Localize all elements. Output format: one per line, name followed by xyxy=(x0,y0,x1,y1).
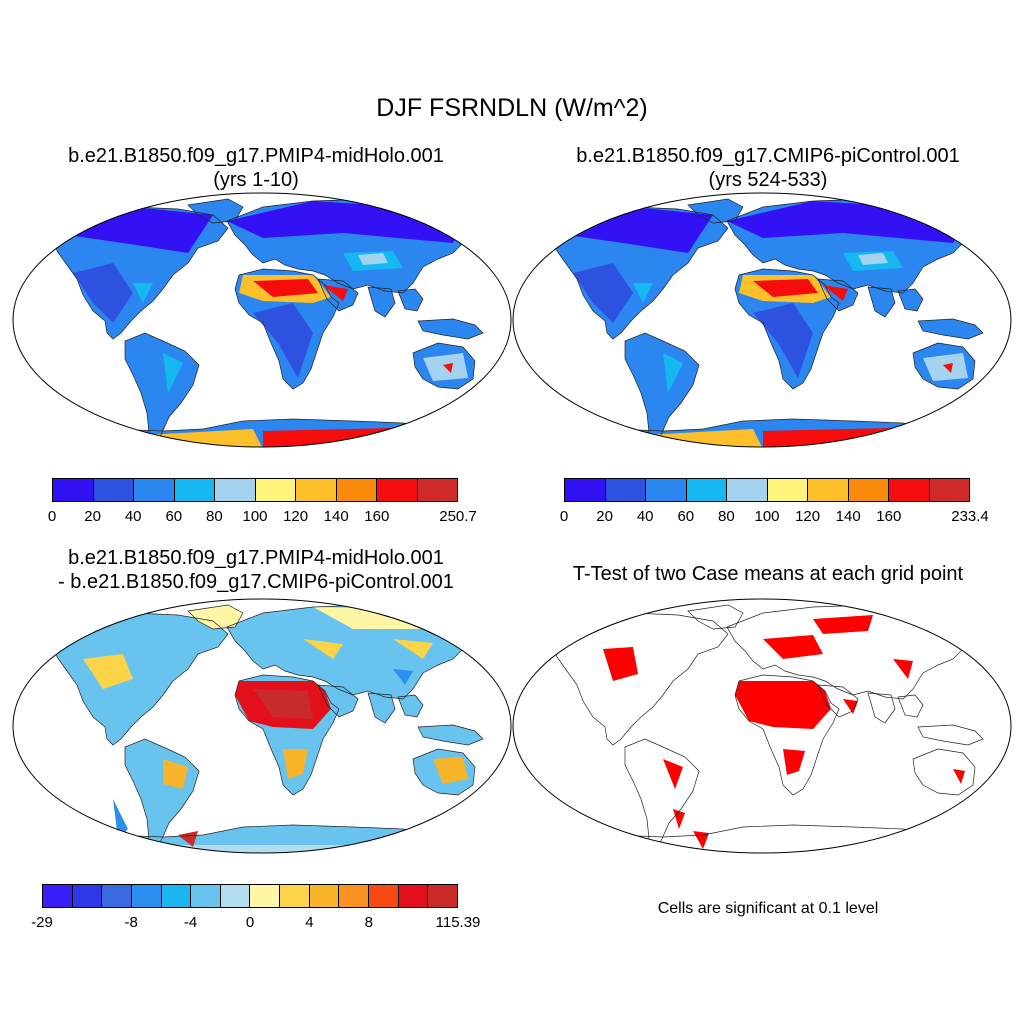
colorbar-swatch xyxy=(296,479,337,501)
panel-midholo-title-line1: b.e21.B1850.f09_g17.PMIP4-midHolo.001 xyxy=(68,145,444,167)
panel-difference-title-line2: - b.e21.B1850.f09_g17.CMIP6-piControl.00… xyxy=(58,571,454,593)
colorbar-swatch xyxy=(929,479,969,501)
colorbar-swatch xyxy=(889,479,930,501)
map-outline-midholo xyxy=(12,192,512,448)
colorbar-tick-label: 115.39 xyxy=(435,914,481,931)
colorbar-swatch xyxy=(336,479,377,501)
colorbar-difference xyxy=(42,884,458,908)
colorbar-tick-label: 100 xyxy=(242,508,268,525)
colorbar-tick-label: 40 xyxy=(124,508,142,525)
panel-picontrol-title: b.e21.B1850.f09_g17.CMIP6-piControl.001 … xyxy=(512,144,1024,192)
panel-difference-title: b.e21.B1850.f09_g17.PMIP4-midHolo.001 - … xyxy=(0,546,512,594)
map-outline-difference xyxy=(12,598,512,854)
panel-ttest-title: T-Test of two Case means at each grid po… xyxy=(572,563,964,585)
colorbar-swatch xyxy=(220,885,251,907)
colorbar-swatch xyxy=(727,479,768,501)
colorbar-tick-label: 80 xyxy=(206,508,223,525)
colorbar-tick-label: 140 xyxy=(835,508,861,525)
colorbar-tick-label: 100 xyxy=(754,508,780,525)
significance-note: Cells are significant at 0.1 level xyxy=(657,900,879,917)
colorbar-swatch xyxy=(428,885,457,907)
panel-difference-title-line1: b.e21.B1850.f09_g17.PMIP4-midHolo.001 xyxy=(68,547,444,569)
colorbar-tick-label: 250.7 xyxy=(439,508,477,525)
colorbar-swatch xyxy=(215,479,256,501)
colorbar-swatch xyxy=(398,885,429,907)
panel-picontrol-title-line2: (yrs 524-533) xyxy=(708,169,828,191)
colorbar-swatch xyxy=(848,479,889,501)
colorbar-tick-label: 8 xyxy=(364,914,374,931)
colorbar-tick-label: 40 xyxy=(636,508,654,525)
colorbar-tick-label: 60 xyxy=(165,508,183,525)
colorbar-swatch xyxy=(131,885,162,907)
colorbar-swatch xyxy=(255,479,296,501)
colorbar-swatch xyxy=(565,479,606,501)
colorbar-swatch xyxy=(605,479,646,501)
colorbar-swatch xyxy=(93,479,134,501)
colorbar-tick-label: 0 xyxy=(245,914,255,931)
colorbar-swatch xyxy=(53,479,94,501)
map-outline-picontrol xyxy=(512,192,1012,448)
colorbar-swatch xyxy=(767,479,808,501)
colorbar-swatch xyxy=(377,479,418,501)
panel-midholo-title-line2: (yrs 1-10) xyxy=(213,169,299,191)
colorbar-tick-label: 120 xyxy=(283,508,309,525)
colorbar-tick-label: 60 xyxy=(677,508,695,525)
colorbar-swatch xyxy=(72,885,103,907)
colorbar-swatch xyxy=(309,885,340,907)
map-panel-ttest xyxy=(553,605,993,855)
colorbar-tick-label: 20 xyxy=(84,508,101,525)
colorbar-midholo xyxy=(52,478,458,502)
colorbar-tick-label: 160 xyxy=(876,508,902,525)
colorbar-swatch xyxy=(102,885,132,907)
colorbar-tick-label: 20 xyxy=(596,508,613,525)
colorbar-tick-label: 160 xyxy=(364,508,390,525)
colorbar-swatch xyxy=(417,479,457,501)
colorbar-tick-label: 120 xyxy=(795,508,821,525)
colorbar-swatch xyxy=(161,885,192,907)
colorbar-tick-label: 0 xyxy=(47,508,57,525)
colorbar-picontrol xyxy=(564,478,970,502)
colorbar-swatch xyxy=(134,479,175,501)
colorbar-swatch xyxy=(339,885,370,907)
colorbar-swatch xyxy=(250,885,281,907)
colorbar-swatch xyxy=(808,479,849,501)
colorbar-swatch xyxy=(174,479,215,501)
map-panel-difference xyxy=(53,605,493,853)
colorbar-tick-label: -29 xyxy=(31,914,53,931)
panel-midholo-title: b.e21.B1850.f09_g17.PMIP4-midHolo.001 (y… xyxy=(0,144,512,192)
colorbar-tick-label: 140 xyxy=(323,508,349,525)
map-panel-picontrol xyxy=(553,199,993,447)
colorbar-swatch xyxy=(191,885,221,907)
colorbar-swatch xyxy=(43,885,73,907)
panel-picontrol-title-line1: b.e21.B1850.f09_g17.CMIP6-piControl.001 xyxy=(576,145,960,167)
colorbar-swatch xyxy=(646,479,687,501)
significant-cells xyxy=(603,615,965,849)
colorbar-tick-label: -8 xyxy=(124,914,138,931)
colorbar-tick-label: 233.4 xyxy=(951,508,989,525)
map-panel-midholo xyxy=(53,199,493,447)
colorbar-tick-label: 80 xyxy=(718,508,735,525)
colorbar-swatch xyxy=(686,479,727,501)
colorbar-tick-label: 4 xyxy=(305,914,314,931)
colorbar-swatch xyxy=(369,885,399,907)
colorbar-tick-label: 0 xyxy=(559,508,569,525)
colorbar-swatch xyxy=(280,885,310,907)
colorbar-tick-label: -4 xyxy=(183,914,198,931)
figure-title: DJF FSRNDLN (W/m^2) xyxy=(376,94,648,122)
map-outline-ttest xyxy=(512,598,1012,854)
